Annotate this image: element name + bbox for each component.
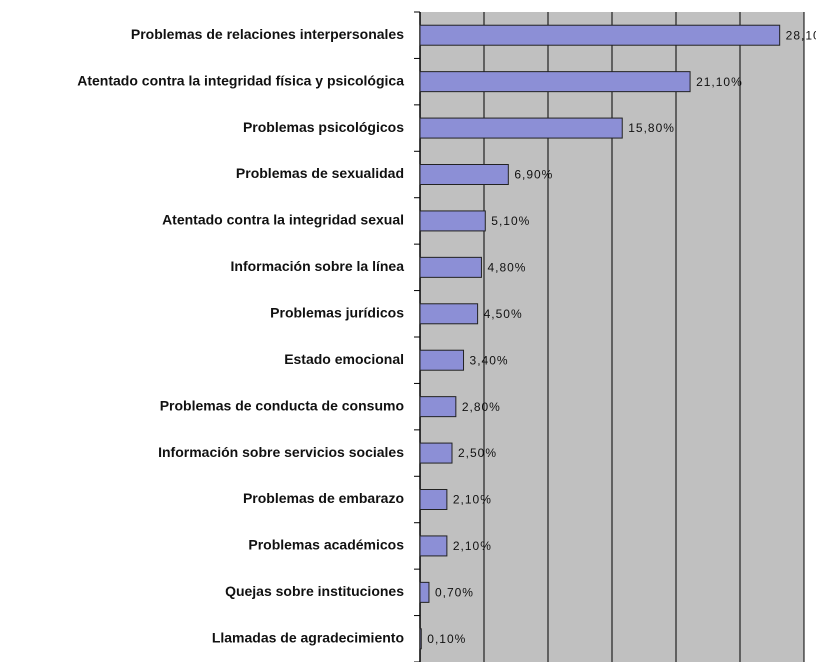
value-label: 15,80% xyxy=(628,121,675,135)
value-label: 0,10% xyxy=(427,632,466,646)
y-tick-label: Atentado contra la integridad sexual xyxy=(162,212,404,228)
y-tick-label: Llamadas de agradecimiento xyxy=(212,629,404,645)
value-label: 4,50% xyxy=(484,307,523,321)
bar xyxy=(419,535,448,557)
y-tick-label: Estado emocional xyxy=(284,351,404,367)
value-label: 2,50% xyxy=(458,446,497,460)
y-tick-label: Quejas sobre instituciones xyxy=(225,583,404,599)
bar xyxy=(419,210,486,232)
bar xyxy=(419,628,422,650)
value-label: 28,10% xyxy=(786,28,816,42)
bar xyxy=(419,117,623,139)
bar xyxy=(419,303,479,325)
y-tick-label: Problemas académicos xyxy=(248,537,404,553)
y-tick-label: Problemas de sexualidad xyxy=(236,165,404,181)
y-tick-label: Información sobre la línea xyxy=(231,258,405,274)
value-label: 2,10% xyxy=(453,539,492,553)
value-label: 4,80% xyxy=(487,261,526,275)
y-tick-label: Atentado contra la integridad física y p… xyxy=(77,72,404,88)
value-label: 2,80% xyxy=(462,400,501,414)
value-label: 5,10% xyxy=(491,214,530,228)
y-tick-label: Problemas de conducta de consumo xyxy=(160,397,404,413)
y-tick-label: Información sobre servicios sociales xyxy=(158,444,404,460)
y-tick-label: Problemas de relaciones interpersonales xyxy=(131,26,404,42)
value-label: 3,40% xyxy=(470,353,509,367)
bar xyxy=(419,349,465,371)
value-label: 2,10% xyxy=(453,493,492,507)
bar xyxy=(419,164,509,185)
bar xyxy=(419,396,457,418)
bar xyxy=(419,489,448,510)
value-label: 21,10% xyxy=(696,75,743,89)
value-label: 0,70% xyxy=(435,586,474,600)
bar xyxy=(419,256,482,278)
y-tick-label: Problemas jurídicos xyxy=(270,304,404,320)
bar xyxy=(419,71,691,93)
y-tick-label: Problemas de embarazo xyxy=(243,490,404,506)
y-tick-label: Problemas psicológicos xyxy=(243,119,404,135)
bar xyxy=(419,24,781,46)
value-label: 6,90% xyxy=(514,168,553,182)
bar xyxy=(419,581,430,603)
bar xyxy=(419,442,453,464)
